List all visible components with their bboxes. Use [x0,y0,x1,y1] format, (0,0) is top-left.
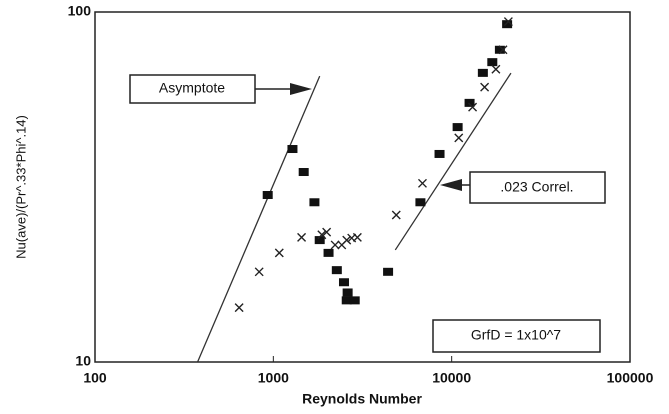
square-marker [262,191,273,200]
cross-marker [342,235,352,245]
square-marker [464,98,475,107]
y-axis-label: Nu(ave)/(Pr^.33*Phi^.14) [13,115,28,259]
x-tick-label: 100 [83,370,107,386]
cross-marker [330,240,340,250]
square-marker [434,149,445,158]
square-marker [415,198,426,207]
cross-marker [503,17,513,27]
y-tick-label: 10 [75,353,91,369]
cross-marker [352,232,362,242]
cross-marker [480,82,490,92]
square-marker [298,168,309,177]
square-marker [494,45,505,54]
cross-marker [317,230,327,240]
arrow-head [290,83,312,95]
square-marker [477,68,488,77]
cross-marker [417,178,427,188]
square-marker [331,266,342,275]
square-marker [487,58,498,67]
annotation-box [432,319,601,353]
square-marker [323,248,334,257]
cross-marker [491,64,501,74]
square-marker [287,145,298,154]
cross-marker [498,45,508,55]
square-marker [314,236,325,245]
annotation: GrfD = 1x10^7 [471,327,561,343]
annotation-box [129,74,256,104]
annotation-box [469,171,606,204]
cross-marker [297,232,307,242]
cross-marker [468,102,478,112]
x-tick-label: 10000 [432,370,471,386]
square-marker [452,123,463,132]
cross-marker [322,227,332,237]
square-marker [349,296,360,305]
arrow-head [440,179,462,191]
cross-marker [274,248,284,258]
reference-line [394,72,512,251]
annotation: .023 Correl. [500,179,573,195]
square-marker [341,296,352,305]
y-tick-label: 100 [68,3,92,19]
cross-marker [391,210,401,220]
x-tick-label: 1000 [258,370,289,386]
square-marker [383,267,394,276]
plot-frame [94,11,631,363]
x-axis-label: Reynolds Number [302,391,422,407]
annotation: Asymptote [159,80,225,96]
cross-marker [234,303,244,313]
square-marker [502,20,513,29]
x-tick-label: 100000 [607,370,654,386]
square-marker [309,198,320,207]
square-marker [338,278,349,287]
cross-marker [254,267,264,277]
cross-marker [454,133,464,143]
square-marker [342,288,353,297]
reference-line [196,75,321,363]
